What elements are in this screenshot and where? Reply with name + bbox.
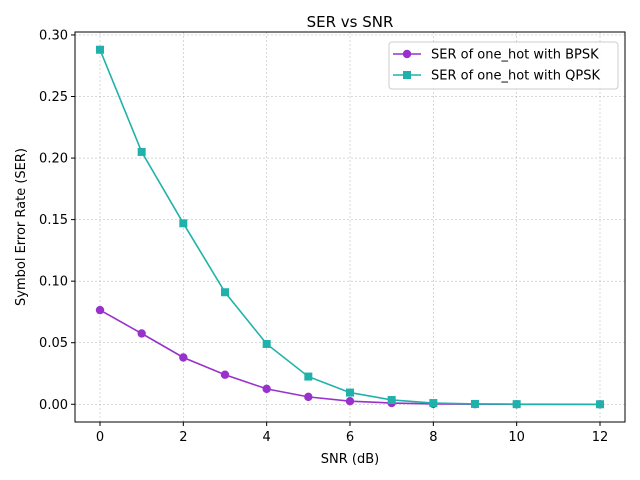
legend-marker (402, 49, 412, 59)
legend-box (388, 41, 619, 90)
y-tick-label: 0.25 (39, 90, 68, 105)
data-point (512, 400, 521, 409)
data-point (179, 353, 188, 362)
y-tick-label: 0.10 (39, 275, 68, 290)
data-point (596, 400, 604, 409)
y-tick-label: 0.05 (39, 336, 68, 351)
axes: 0 2 4 6 8 10 12 0.00 0.05 0.10 0.15 0.20 0.25 0.30 (39, 28, 608, 445)
chart-title: SER vs SNR (307, 13, 394, 31)
data-point (387, 395, 396, 404)
data-point (346, 388, 354, 397)
data-point (345, 396, 355, 406)
series-layer (95, 45, 605, 409)
data-point (137, 329, 146, 338)
y-tick-label: 0.00 (39, 398, 68, 413)
data-point (137, 147, 146, 156)
data-point (262, 384, 271, 394)
x-tick-label: 10 (508, 430, 525, 445)
data-point (95, 305, 105, 315)
data-point (304, 372, 313, 381)
series-line (99, 49, 601, 406)
x-axis-label: SNR (dB) (321, 452, 379, 467)
y-axis-label: Symbol Error Rate (SER) (14, 148, 29, 306)
legend-label: SER of one_hot with QPSK (431, 69, 600, 84)
x-tick-label: 6 (346, 430, 354, 445)
data-point (96, 45, 104, 54)
y-tick-label: 0.15 (39, 213, 68, 228)
x-tick-label: 8 (429, 430, 437, 445)
legend: SER of one_hot with BPSK SER of one_hot w… (388, 41, 619, 90)
data-point (429, 399, 438, 408)
legend-label: SER of one_hot with BPSK (431, 48, 599, 63)
data-point (179, 219, 188, 228)
legend-marker (403, 71, 411, 79)
data-point (262, 339, 271, 348)
x-tick-label: 2 (179, 430, 187, 445)
x-tick-label: 12 (592, 430, 609, 445)
legend-entry: SER of one_hot with BPSK (393, 48, 599, 63)
y-tick-label: 0.20 (39, 152, 68, 167)
x-tick-label: 0 (96, 430, 104, 445)
legend-entry: SER of one_hot with QPSK (393, 69, 600, 84)
data-point (304, 392, 313, 402)
data-point (471, 399, 479, 408)
y-tick-label: 0.30 (39, 28, 68, 43)
x-tick-label: 4 (263, 430, 271, 445)
series-2 (96, 45, 604, 409)
data-point (220, 370, 230, 379)
data-point (221, 288, 229, 297)
